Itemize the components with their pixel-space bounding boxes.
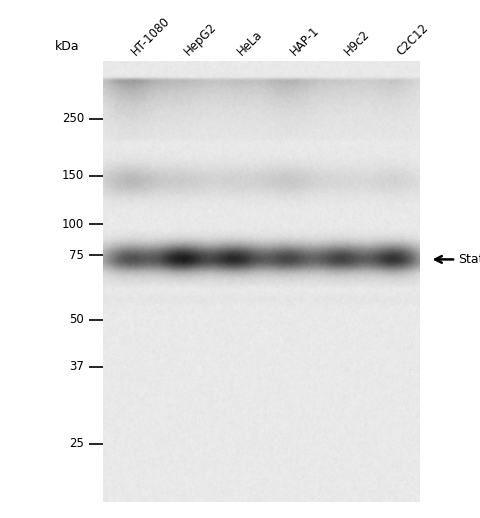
Text: kDa: kDa [55, 40, 79, 53]
Text: 37: 37 [69, 361, 84, 373]
Text: HepG2: HepG2 [182, 20, 219, 58]
Text: HAP-1: HAP-1 [288, 24, 323, 58]
Text: 75: 75 [69, 249, 84, 262]
Text: Stat3: Stat3 [458, 253, 480, 266]
Text: C2C12: C2C12 [395, 21, 432, 58]
Text: 25: 25 [69, 437, 84, 450]
Text: 50: 50 [69, 313, 84, 326]
Text: 100: 100 [62, 218, 84, 231]
Text: 150: 150 [62, 169, 84, 182]
Text: HeLa: HeLa [235, 28, 265, 58]
Text: 250: 250 [62, 112, 84, 125]
Text: H9c2: H9c2 [341, 27, 372, 58]
Text: HT-1080: HT-1080 [129, 15, 172, 58]
